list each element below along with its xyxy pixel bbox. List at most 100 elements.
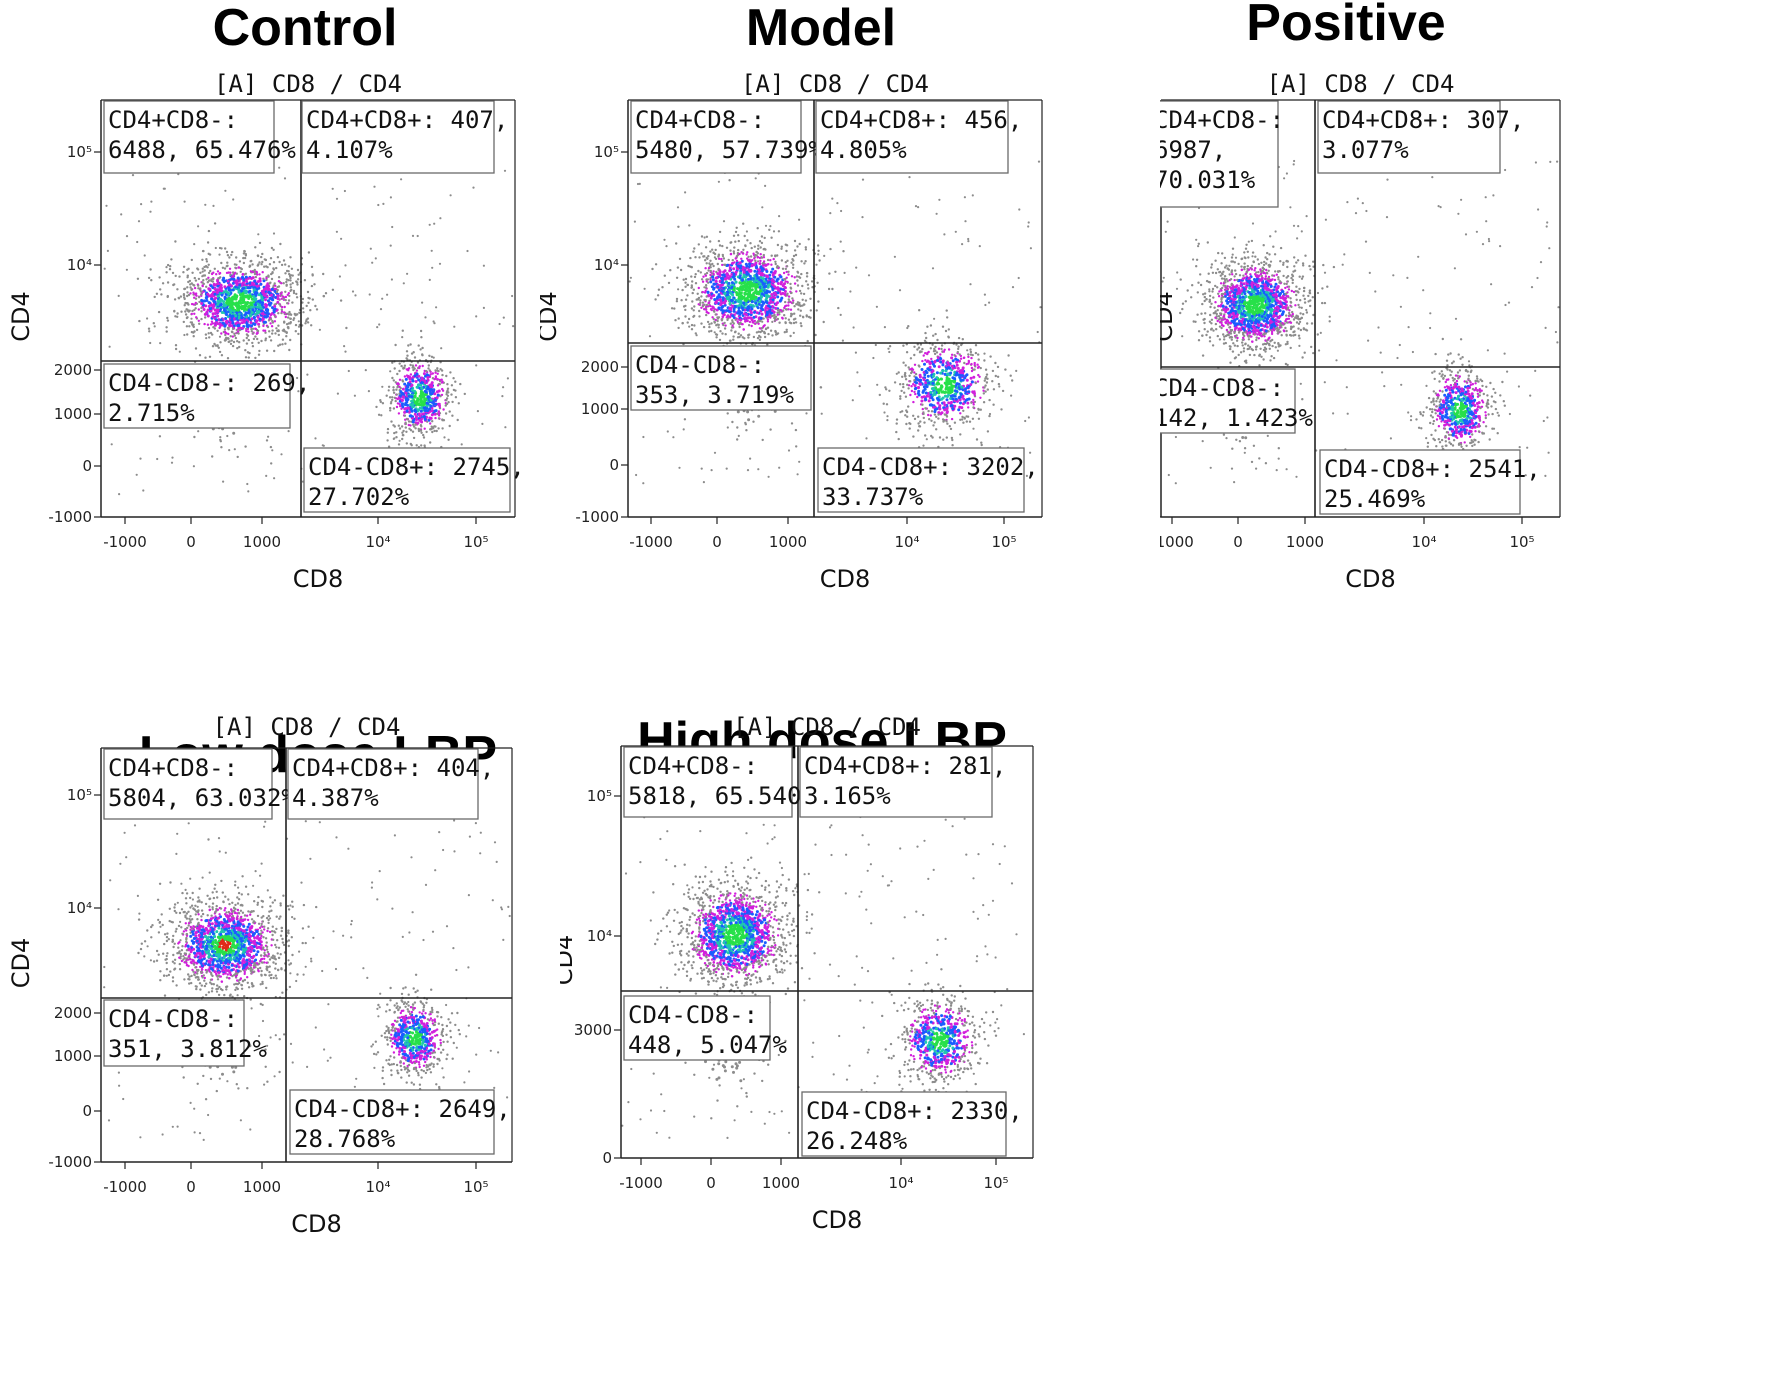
group-title-control: Control <box>213 0 398 57</box>
event-dot <box>693 305 695 307</box>
event-dot <box>220 332 222 334</box>
event-dot <box>921 404 923 406</box>
event-dot <box>285 281 287 283</box>
event-dot <box>292 282 294 284</box>
event-dot <box>379 399 381 401</box>
event-dot <box>784 286 787 289</box>
event-dot <box>780 299 783 302</box>
event-dot <box>249 286 252 289</box>
event-dot <box>706 295 708 297</box>
event-dot <box>759 339 761 341</box>
event-dot <box>269 313 272 316</box>
event-dot <box>307 321 309 323</box>
event-dot <box>1355 212 1357 214</box>
event-dot <box>684 305 686 307</box>
event-dot <box>1432 423 1434 425</box>
event-dot <box>277 289 279 291</box>
event-dot <box>245 273 247 275</box>
event-dot <box>729 249 731 251</box>
event-dot <box>445 412 447 414</box>
event-dot <box>250 260 252 262</box>
event-dot <box>393 379 395 381</box>
event-dot <box>260 263 262 265</box>
event-dot <box>1386 216 1388 218</box>
event-dot <box>887 348 889 350</box>
event-dot <box>786 329 788 331</box>
quadrant-stat-cd4-cd8: CD4+CD8+: 456, <box>820 106 1022 134</box>
event-dot <box>972 399 974 401</box>
event-dot <box>198 278 200 280</box>
event-dot <box>701 278 703 280</box>
event-dot <box>297 278 299 280</box>
event-dot <box>209 356 211 358</box>
event-dot <box>672 436 674 438</box>
event-dot <box>708 326 710 328</box>
event-dot <box>932 375 935 378</box>
event-dot <box>268 330 270 332</box>
event-dot <box>739 319 742 322</box>
event-dot <box>204 316 206 318</box>
event-dot <box>778 322 780 324</box>
event-dot <box>425 431 427 433</box>
event-dot <box>439 368 441 370</box>
event-dot <box>957 351 959 353</box>
event-dot <box>316 308 318 310</box>
event-dot <box>722 324 724 326</box>
event-dot <box>700 252 702 254</box>
event-dot <box>957 383 960 386</box>
event-dot <box>206 260 208 262</box>
event-dot <box>437 384 439 386</box>
event-dot <box>291 301 293 303</box>
event-dot <box>709 280 712 283</box>
event-dot <box>746 410 749 413</box>
event-dot <box>701 235 703 237</box>
event-dot <box>797 308 799 310</box>
event-dot <box>293 290 295 292</box>
event-dot <box>208 264 210 266</box>
event-dot <box>169 265 171 267</box>
event-dot <box>947 336 949 338</box>
event-dot <box>921 360 923 362</box>
event-dot <box>1276 469 1278 471</box>
event-dot <box>234 315 237 318</box>
event-dot <box>774 254 776 256</box>
event-dot <box>248 266 250 268</box>
group-title-model: Model <box>746 0 896 57</box>
event-dot <box>391 396 393 398</box>
event-dot <box>951 407 954 410</box>
event-dot <box>224 247 226 249</box>
event-dot <box>278 261 280 263</box>
event-dot <box>1400 306 1402 308</box>
event-dot <box>966 398 969 401</box>
event-dot <box>483 307 485 309</box>
event-dot <box>755 177 757 179</box>
event-dot <box>979 397 981 399</box>
event-dot <box>412 235 414 237</box>
event-dot <box>289 313 291 315</box>
event-dot <box>945 330 947 332</box>
event-dot <box>259 283 262 286</box>
event-dot <box>807 340 809 342</box>
event-dot <box>287 316 289 318</box>
event-dot <box>401 392 404 395</box>
event-dot <box>200 310 202 312</box>
event-dot <box>501 395 503 397</box>
event-dot <box>786 281 788 283</box>
event-dot <box>677 288 679 290</box>
event-dot <box>763 254 765 256</box>
event-dot <box>229 289 232 292</box>
event-dot <box>393 432 395 434</box>
event-dot <box>742 301 745 304</box>
event-dot <box>791 275 793 277</box>
event-dot <box>761 242 763 244</box>
event-dot <box>447 388 449 390</box>
event-dot <box>208 336 210 338</box>
event-dot <box>187 303 189 305</box>
event-dot <box>373 186 375 188</box>
event-dot <box>411 384 414 387</box>
event-dot <box>1163 277 1165 279</box>
event-dot <box>398 386 400 388</box>
event-dot <box>722 316 724 318</box>
event-dot <box>796 279 798 281</box>
